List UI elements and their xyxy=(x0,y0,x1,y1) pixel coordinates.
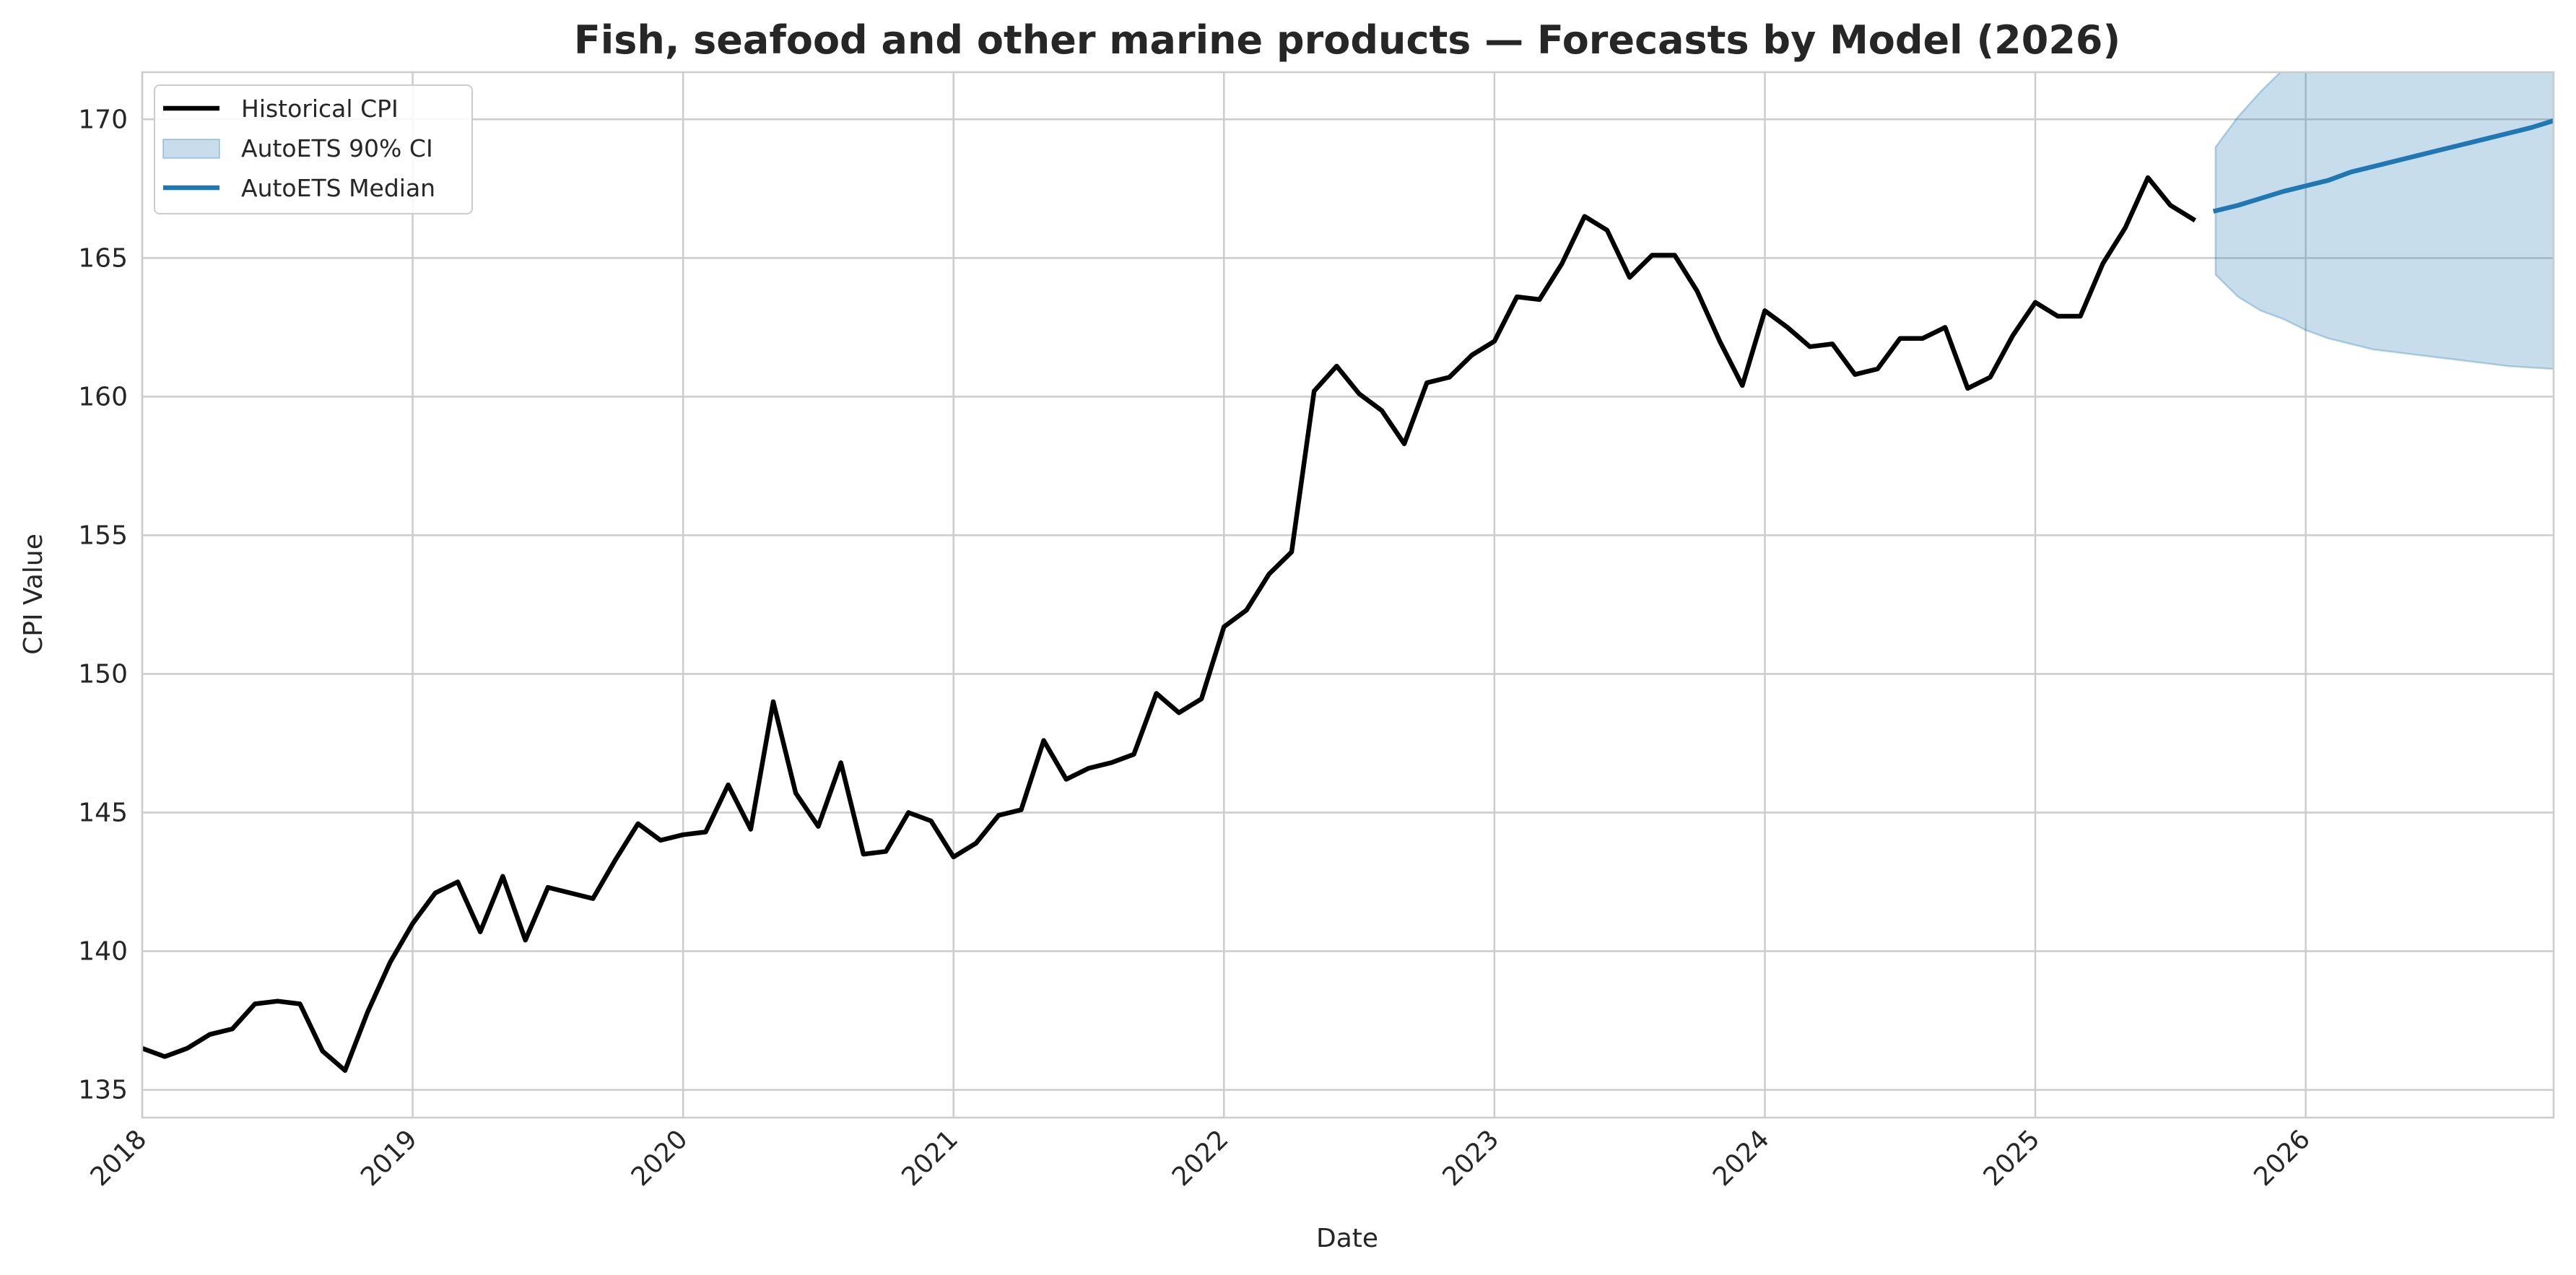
x-axis-label: Date xyxy=(1316,1224,1378,1253)
y-axis-label: CPI Value xyxy=(19,534,48,655)
x-tick-label: 2025 xyxy=(1978,1124,2046,1192)
y-tick-label: 155 xyxy=(78,521,128,550)
legend-label-historical-cpi: Historical CPI xyxy=(241,95,399,123)
legend: Historical CPI AutoETS 90% CI AutoETS Medi… xyxy=(154,84,473,214)
x-tick-label: 2018 xyxy=(85,1124,153,1192)
historical-cpi-line xyxy=(142,175,2197,1073)
x-tick-label: 2026 xyxy=(2248,1124,2316,1192)
x-tick-label: 2022 xyxy=(1167,1124,1235,1192)
x-tick-label: 2024 xyxy=(1707,1124,1775,1192)
legend-frame xyxy=(154,84,473,214)
autoets-median-line xyxy=(2212,118,2554,214)
x-tick-label: 2019 xyxy=(355,1124,423,1192)
y-tick-label: 135 xyxy=(78,1076,128,1105)
y-tick-label: 160 xyxy=(78,382,128,412)
y-tick-label: 140 xyxy=(78,937,128,967)
y-tick-label: 145 xyxy=(78,798,128,828)
ci-band xyxy=(2214,72,2554,370)
grid-layer xyxy=(141,72,2554,1118)
plot-frame xyxy=(141,71,2555,1119)
tick-layer: 135 140 145 150 155 160 165 170 2018 2019 2020 2021… xyxy=(78,105,2316,1192)
legend-swatch-autoets-ci xyxy=(162,139,220,159)
x-tick-label: 2021 xyxy=(896,1124,964,1192)
x-tick-label: 2023 xyxy=(1437,1124,1505,1192)
legend-label-autoets-ci: AutoETS 90% CI xyxy=(241,134,433,162)
y-tick-label: 170 xyxy=(78,105,128,134)
y-tick-label: 165 xyxy=(78,243,128,273)
series-layer xyxy=(142,72,2554,1073)
y-tick-label: 150 xyxy=(78,659,128,689)
x-tick-label: 2020 xyxy=(626,1124,694,1192)
legend-label-autoets-median: AutoETS Median xyxy=(241,174,435,202)
chart-title: Fish, seafood and other marine products … xyxy=(574,17,2120,63)
